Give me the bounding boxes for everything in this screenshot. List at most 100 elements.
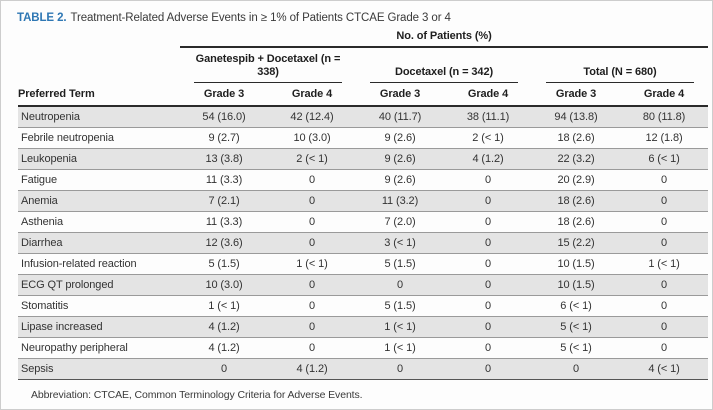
row-term: Sepsis	[18, 358, 180, 380]
row-term: Febrile neutropenia	[18, 127, 180, 149]
group-total-label: Total (N = 680)	[583, 65, 657, 78]
table-row: Leukopenia 13 (3.8) 2 (< 1) 9 (2.6) 4 (1…	[18, 148, 709, 170]
table-row: Neutropenia 54 (16.0) 42 (12.4) 40 (11.7…	[18, 105, 709, 128]
row-value: 11 (3.3)	[180, 211, 268, 233]
row-value: 22 (3.2)	[532, 148, 620, 170]
row-term: Infusion-related reaction	[18, 253, 180, 275]
adverse-events-table: No. of Patients (%) Ganetespib + Docetax…	[18, 29, 709, 380]
col-head-ganetespib-grade4: Grade 4	[268, 82, 356, 107]
row-term: Diarrhea	[18, 232, 180, 254]
group-total: Total (N = 680)	[532, 47, 708, 83]
row-value: 0	[444, 358, 532, 380]
table-row: ECG QT prolonged 10 (3.0) 0 0 0 10 (1.5)…	[18, 274, 709, 296]
row-value: 0	[620, 337, 709, 359]
row-value: 10 (1.5)	[532, 274, 620, 296]
group-ganetespib-docetaxel: Ganetespib + Docetaxel (n = 338)	[180, 47, 356, 83]
column-header-row: Preferred Term Grade 3 Grade 4 Grade 3 G…	[18, 82, 709, 107]
group-ganetespib-docetaxel-label: Ganetespib + Docetaxel (n = 338)	[195, 53, 341, 78]
row-value: 0	[620, 211, 709, 233]
row-term: Lipase increased	[18, 316, 180, 338]
row-value: 7 (2.1)	[180, 190, 268, 212]
row-value: 40 (11.7)	[356, 105, 444, 128]
row-value: 0	[444, 337, 532, 359]
row-value: 9 (2.7)	[180, 127, 268, 149]
spanner-row: No. of Patients (%)	[18, 29, 709, 48]
row-value: 0	[268, 169, 356, 191]
row-value: 20 (2.9)	[532, 169, 620, 191]
row-value: 12 (3.6)	[180, 232, 268, 254]
row-term: Neutropenia	[18, 105, 180, 128]
row-value: 5 (1.5)	[356, 295, 444, 317]
row-value: 4 (1.2)	[180, 316, 268, 338]
row-term: Leukopenia	[18, 148, 180, 170]
row-value: 0	[444, 190, 532, 212]
col-head-total-grade3: Grade 3	[532, 82, 620, 107]
spanner-heading: No. of Patients (%)	[180, 29, 709, 48]
row-value: 6 (< 1)	[532, 295, 620, 317]
row-value: 1 (< 1)	[620, 253, 709, 275]
row-value: 5 (< 1)	[532, 316, 620, 338]
row-value: 5 (< 1)	[532, 337, 620, 359]
row-value: 9 (2.6)	[356, 127, 444, 149]
row-value: 0	[620, 295, 709, 317]
spanner-spacer	[18, 29, 180, 47]
table-row: Anemia 7 (2.1) 0 11 (3.2) 0 18 (2.6) 0	[18, 190, 709, 212]
row-value: 0	[268, 274, 356, 296]
row-value: 0	[268, 211, 356, 233]
row-value: 38 (11.1)	[444, 105, 532, 128]
row-term: ECG QT prolonged	[18, 274, 180, 296]
row-value: 0	[444, 316, 532, 338]
row-value: 0	[620, 190, 709, 212]
row-value: 5 (1.5)	[356, 253, 444, 275]
row-term: Stomatitis	[18, 295, 180, 317]
row-value: 4 (< 1)	[620, 358, 709, 380]
row-value: 0	[444, 253, 532, 275]
row-value: 9 (2.6)	[356, 169, 444, 191]
table-title-text: Treatment-Related Adverse Events in ≥ 1%…	[70, 12, 451, 24]
row-value: 18 (2.6)	[532, 211, 620, 233]
row-value: 10 (3.0)	[180, 274, 268, 296]
row-value: 0	[268, 190, 356, 212]
row-value: 0	[444, 295, 532, 317]
preferred-term-heading: Preferred Term	[18, 82, 180, 107]
row-value: 9 (2.6)	[356, 148, 444, 170]
col-head-docetaxel-grade4: Grade 4	[444, 82, 532, 107]
row-value: 2 (< 1)	[444, 127, 532, 149]
row-value: 0	[444, 211, 532, 233]
row-value: 0	[620, 169, 709, 191]
row-value: 1 (< 1)	[356, 337, 444, 359]
table-caption: TABLE 2. Treatment-Related Adverse Events…	[17, 12, 706, 24]
col-head-ganetespib-grade3: Grade 3	[180, 82, 268, 107]
group-header-row: Ganetespib + Docetaxel (n = 338) Docetax…	[18, 47, 708, 83]
row-value: 6 (< 1)	[620, 148, 709, 170]
row-value: 18 (2.6)	[532, 127, 620, 149]
row-value: 0	[620, 274, 709, 296]
group-rule	[370, 81, 518, 83]
row-value: 54 (16.0)	[180, 105, 268, 128]
col-head-total-grade4: Grade 4	[620, 82, 709, 107]
table-row: Infusion-related reaction 5 (1.5) 1 (< 1…	[18, 253, 709, 275]
table-number-label: TABLE 2.	[17, 12, 67, 24]
row-value: 1 (< 1)	[268, 253, 356, 275]
group-spacer	[18, 47, 180, 83]
row-value: 0	[444, 274, 532, 296]
table-row: Lipase increased 4 (1.2) 0 1 (< 1) 0 5 (…	[18, 316, 709, 338]
table-footnote: Abbreviation: CTCAE, Common Terminology …	[31, 388, 363, 401]
row-value: 5 (1.5)	[180, 253, 268, 275]
row-value: 1 (< 1)	[180, 295, 268, 317]
row-term: Neuropathy peripheral	[18, 337, 180, 359]
row-value: 0	[268, 232, 356, 254]
row-term: Fatigue	[18, 169, 180, 191]
row-value: 3 (< 1)	[356, 232, 444, 254]
row-value: 0	[268, 295, 356, 317]
row-value: 15 (2.2)	[532, 232, 620, 254]
table-row: Fatigue 11 (3.3) 0 9 (2.6) 0 20 (2.9) 0	[18, 169, 709, 191]
table-row: Sepsis 0 4 (1.2) 0 0 0 4 (< 1)	[18, 358, 709, 380]
table-row: Asthenia 11 (3.3) 0 7 (2.0) 0 18 (2.6) 0	[18, 211, 709, 233]
row-value: 0	[268, 316, 356, 338]
group-docetaxel-label: Docetaxel (n = 342)	[394, 65, 494, 78]
table-body: Neutropenia 54 (16.0) 42 (12.4) 40 (11.7…	[18, 105, 709, 380]
row-value: 4 (1.2)	[444, 148, 532, 170]
row-value: 11 (3.2)	[356, 190, 444, 212]
row-value: 0	[532, 358, 620, 380]
